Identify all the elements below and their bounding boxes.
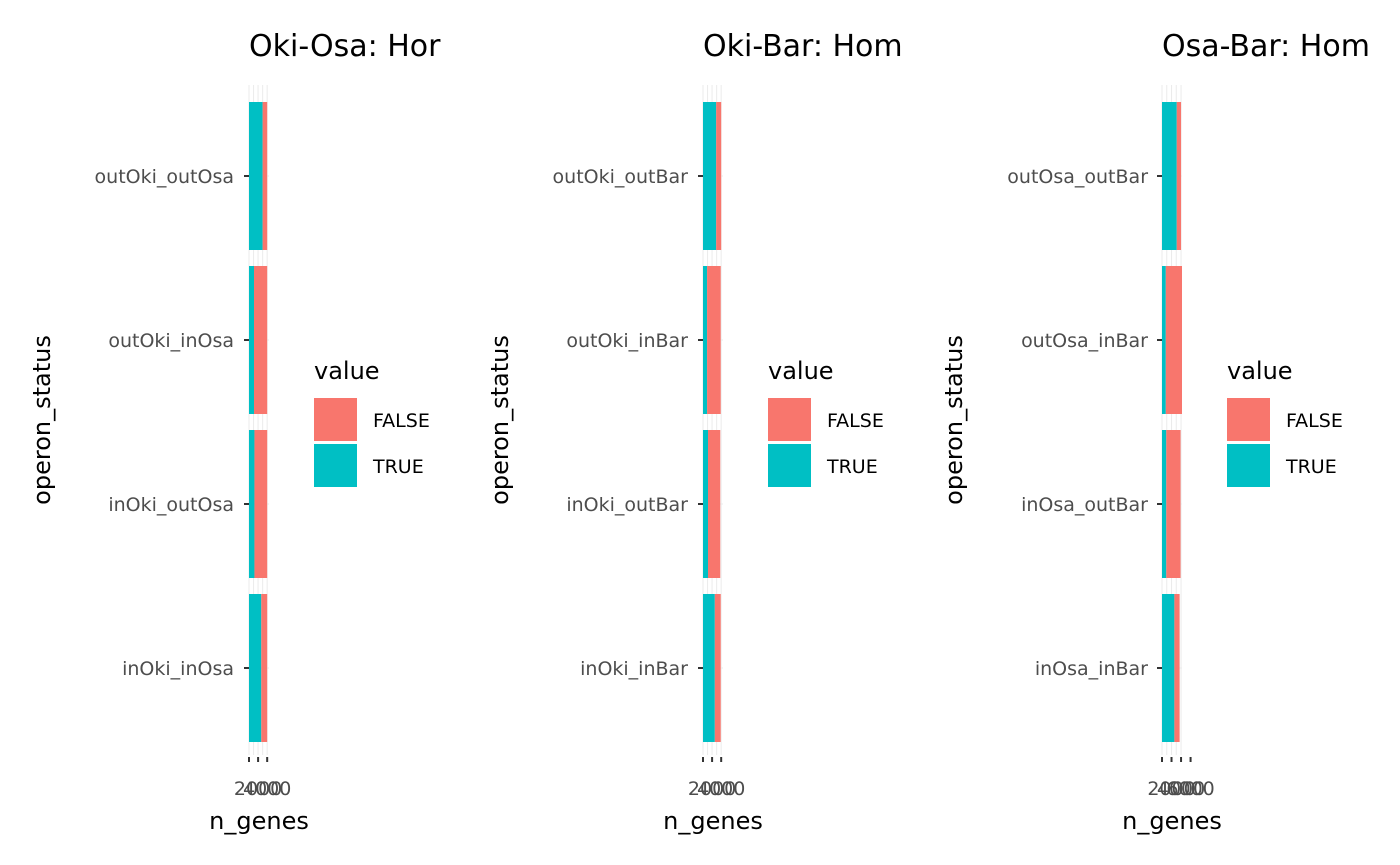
legend-key-false: [768, 398, 811, 441]
chart-panel-1: Oki-Osa: Hor inOki_inOsa inOki_outOsa outOk…: [28, 29, 441, 835]
legend-label: TRUE: [372, 456, 424, 478]
chart-title: Oki-Osa: Hor: [249, 29, 441, 64]
chart-panel-2: Oki-Bar: Hom inOki_inBar inOki_outBar outOk…: [486, 29, 903, 835]
bar-false-outOsa_outBar: [1176, 102, 1182, 250]
x-tick-label: 6000: [1166, 778, 1214, 800]
legend-label: FALSE: [1286, 410, 1343, 432]
y-tick-label: inOki_outBar: [566, 494, 688, 516]
legend-label: FALSE: [373, 410, 430, 432]
y-tick-label: inOki_inOsa: [122, 658, 234, 680]
legend: value FALSE TRUE: [1227, 357, 1343, 487]
x-tick-label: 2000: [234, 778, 282, 800]
bar-true-inOki_inOsa: [249, 594, 262, 742]
legend-key-true: [314, 444, 357, 487]
bar-true-inOki_outBar: [703, 430, 708, 578]
x-tick-label: 2000: [688, 778, 736, 800]
x-tick-label: 4000: [697, 778, 745, 800]
y-tick-label: inOki_inBar: [580, 658, 688, 680]
bar-false-inOki_outBar: [708, 430, 721, 578]
y-axis-title: operon_status: [940, 335, 968, 505]
legend: value FALSE TRUE: [768, 357, 884, 487]
x-tick-label: 4000: [243, 778, 291, 800]
y-tick-label: inOsa_outBar: [1021, 494, 1148, 516]
x-axis-title: n_genes: [1122, 807, 1222, 835]
x-tick-label: 4000: [1157, 778, 1205, 800]
y-tick-label: inOki_outOsa: [108, 494, 234, 516]
legend-key-false: [1227, 398, 1270, 441]
legend-key-true: [1227, 444, 1270, 487]
bar-false-outOki_inBar: [707, 266, 721, 414]
bar-true-inOsa_outBar: [1162, 430, 1167, 578]
chart-panel-3: Osa-Bar: Hom inOsa_inBar inOsa_outBar outOs…: [940, 29, 1370, 835]
legend-label: TRUE: [826, 456, 878, 478]
y-tick-label: outOsa_outBar: [1007, 166, 1148, 188]
y-tick-label: outOki_inOsa: [108, 330, 234, 352]
y-axis-title: operon_status: [486, 335, 514, 505]
y-axis-title: operon_status: [28, 335, 56, 505]
bar-false-outOki_outOsa: [262, 102, 268, 250]
bar-false-inOki_inBar: [714, 594, 721, 742]
y-tick-label: outOki_inBar: [566, 330, 688, 352]
legend-title: value: [768, 357, 834, 385]
chart-title: Oki-Bar: Hom: [703, 29, 903, 64]
legend-title: value: [1227, 357, 1293, 385]
legend-label: FALSE: [827, 410, 884, 432]
bar-true-outOki_outBar: [703, 102, 717, 250]
legend-label: TRUE: [1285, 456, 1337, 478]
legend: value FALSE TRUE: [314, 357, 430, 487]
bar-true-outOsa_inBar: [1162, 266, 1166, 414]
legend-key-true: [768, 444, 811, 487]
y-tick-label: outOki_outOsa: [95, 166, 234, 188]
bar-true-inOki_inBar: [703, 594, 715, 742]
bar-false-inOsa_outBar: [1166, 430, 1181, 578]
bar-true-outOki_inOsa: [249, 266, 254, 414]
bar-false-outOsa_inBar: [1165, 266, 1182, 414]
y-tick-label: outOki_outBar: [553, 166, 689, 188]
y-tick-label: outOsa_inBar: [1021, 330, 1148, 352]
bar-false-inOsa_inBar: [1174, 594, 1180, 742]
bar-false-outOki_outBar: [716, 102, 722, 250]
y-tick-label: inOsa_inBar: [1035, 658, 1148, 680]
chart-title: Osa-Bar: Hom: [1162, 29, 1370, 64]
bar-false-outOki_inOsa: [254, 266, 268, 414]
bar-false-inOki_outOsa: [254, 430, 268, 578]
bar-false-inOki_inOsa: [261, 594, 268, 742]
legend-title: value: [314, 357, 380, 385]
bar-true-inOki_outOsa: [249, 430, 255, 578]
bar-true-inOsa_inBar: [1162, 594, 1175, 742]
x-tick-label: 2000: [1147, 778, 1195, 800]
x-axis-title: n_genes: [209, 807, 309, 835]
bar-true-outOsa_outBar: [1162, 102, 1177, 250]
bar-true-outOki_inBar: [703, 266, 708, 414]
legend-key-false: [314, 398, 357, 441]
x-axis-title: n_genes: [663, 807, 763, 835]
bar-true-outOki_outOsa: [249, 102, 263, 250]
